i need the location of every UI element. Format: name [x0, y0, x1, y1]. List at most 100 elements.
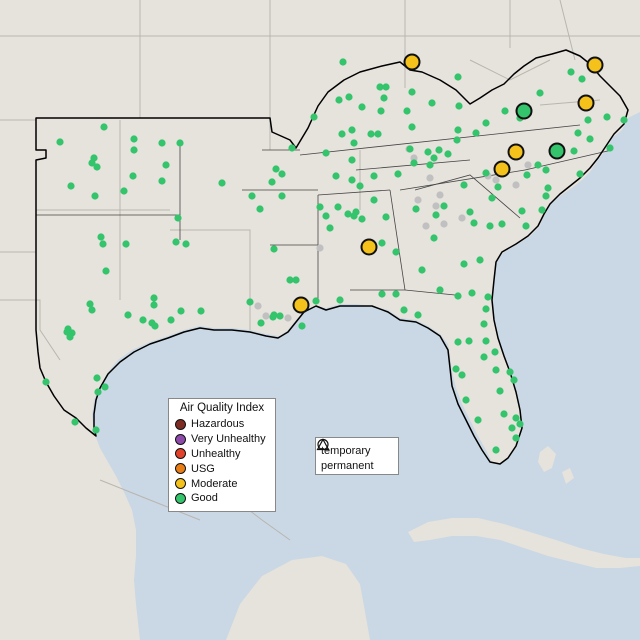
station-marker-good[interactable]: [130, 135, 138, 143]
station-marker-good[interactable]: [482, 337, 490, 345]
station-marker-good[interactable]: [424, 148, 432, 156]
monitor-marker-good[interactable]: [515, 102, 533, 120]
station-marker-good[interactable]: [339, 58, 347, 66]
station-marker-no-data[interactable]: [254, 302, 262, 310]
station-marker-good[interactable]: [410, 159, 418, 167]
station-marker-good[interactable]: [491, 348, 499, 356]
station-marker-good[interactable]: [246, 298, 254, 306]
station-marker-good[interactable]: [454, 73, 462, 81]
station-marker-good[interactable]: [335, 96, 343, 104]
monitor-marker-good[interactable]: [548, 142, 566, 160]
station-marker-good[interactable]: [492, 366, 500, 374]
station-marker-good[interactable]: [101, 383, 109, 391]
station-marker-no-data[interactable]: [436, 191, 444, 199]
station-marker-good[interactable]: [278, 192, 286, 200]
station-marker-good[interactable]: [42, 378, 50, 386]
station-marker-good[interactable]: [167, 316, 175, 324]
station-marker-good[interactable]: [452, 365, 460, 373]
station-marker-good[interactable]: [482, 119, 490, 127]
station-marker-good[interactable]: [120, 187, 128, 195]
station-marker-good[interactable]: [63, 328, 71, 336]
station-marker-no-data[interactable]: [512, 181, 520, 189]
station-marker-good[interactable]: [350, 139, 358, 147]
station-marker-good[interactable]: [408, 123, 416, 131]
station-marker-good[interactable]: [512, 434, 520, 442]
station-marker-no-data[interactable]: [410, 154, 418, 162]
station-marker-good[interactable]: [428, 99, 436, 107]
station-marker-good[interactable]: [376, 83, 384, 91]
station-marker-good[interactable]: [377, 107, 385, 115]
station-marker-good[interactable]: [67, 182, 75, 190]
station-marker-good[interactable]: [334, 203, 342, 211]
station-marker-good[interactable]: [176, 139, 184, 147]
station-marker-good[interactable]: [492, 446, 500, 454]
station-marker-good[interactable]: [86, 300, 94, 308]
station-marker-good[interactable]: [218, 179, 226, 187]
monitor-marker-moderate[interactable]: [493, 160, 511, 178]
station-marker-good[interactable]: [92, 426, 100, 434]
station-marker-good[interactable]: [326, 224, 334, 232]
station-marker-good[interactable]: [162, 161, 170, 169]
station-marker-good[interactable]: [367, 130, 375, 138]
station-marker-good[interactable]: [460, 181, 468, 189]
station-marker-good[interactable]: [518, 207, 526, 215]
station-marker-good[interactable]: [248, 192, 256, 200]
station-marker-good[interactable]: [197, 307, 205, 315]
station-marker-good[interactable]: [574, 129, 582, 137]
station-marker-good[interactable]: [472, 129, 480, 137]
station-marker-good[interactable]: [586, 135, 594, 143]
station-marker-good[interactable]: [358, 215, 366, 223]
station-marker-good[interactable]: [130, 146, 138, 154]
station-marker-good[interactable]: [460, 260, 468, 268]
station-marker-good[interactable]: [122, 240, 130, 248]
station-marker-good[interactable]: [430, 154, 438, 162]
station-marker-good[interactable]: [567, 68, 575, 76]
station-marker-good[interactable]: [71, 418, 79, 426]
station-marker-good[interactable]: [480, 353, 488, 361]
station-marker-good[interactable]: [516, 420, 524, 428]
station-marker-good[interactable]: [151, 322, 159, 330]
station-marker-good[interactable]: [536, 89, 544, 97]
station-marker-good[interactable]: [480, 320, 488, 328]
station-marker-good[interactable]: [522, 222, 530, 230]
station-marker-good[interactable]: [544, 184, 552, 192]
station-marker-good[interactable]: [408, 88, 416, 96]
station-marker-good[interactable]: [322, 149, 330, 157]
station-marker-good[interactable]: [538, 206, 546, 214]
station-marker-good[interactable]: [418, 266, 426, 274]
station-marker-good[interactable]: [88, 306, 96, 314]
station-marker-good[interactable]: [93, 163, 101, 171]
station-marker-good[interactable]: [129, 172, 137, 180]
station-marker-good[interactable]: [172, 238, 180, 246]
monitor-marker-moderate[interactable]: [403, 53, 421, 71]
station-marker-good[interactable]: [150, 294, 158, 302]
monitor-marker-moderate[interactable]: [360, 238, 378, 256]
station-marker-good[interactable]: [512, 414, 520, 422]
station-marker-good[interactable]: [576, 170, 584, 178]
station-marker-good[interactable]: [501, 107, 509, 115]
station-marker-good[interactable]: [358, 103, 366, 111]
station-marker-no-data[interactable]: [422, 222, 430, 230]
station-marker-good[interactable]: [336, 296, 344, 304]
station-marker-good[interactable]: [345, 93, 353, 101]
station-marker-good[interactable]: [174, 214, 182, 222]
station-marker-good[interactable]: [350, 212, 358, 220]
station-marker-no-data[interactable]: [492, 176, 500, 184]
station-marker-good[interactable]: [100, 123, 108, 131]
station-marker-good[interactable]: [406, 145, 414, 153]
station-marker-good[interactable]: [150, 301, 158, 309]
station-marker-good[interactable]: [435, 146, 443, 154]
station-marker-good[interactable]: [454, 126, 462, 134]
station-marker-good[interactable]: [508, 424, 516, 432]
station-marker-good[interactable]: [436, 286, 444, 294]
station-marker-good[interactable]: [432, 211, 440, 219]
station-marker-good[interactable]: [414, 311, 422, 319]
station-marker-good[interactable]: [177, 307, 185, 315]
station-marker-good[interactable]: [440, 202, 448, 210]
station-marker-good[interactable]: [94, 388, 102, 396]
station-marker-good[interactable]: [482, 305, 490, 313]
station-marker-good[interactable]: [322, 212, 330, 220]
monitor-marker-moderate[interactable]: [586, 56, 604, 74]
